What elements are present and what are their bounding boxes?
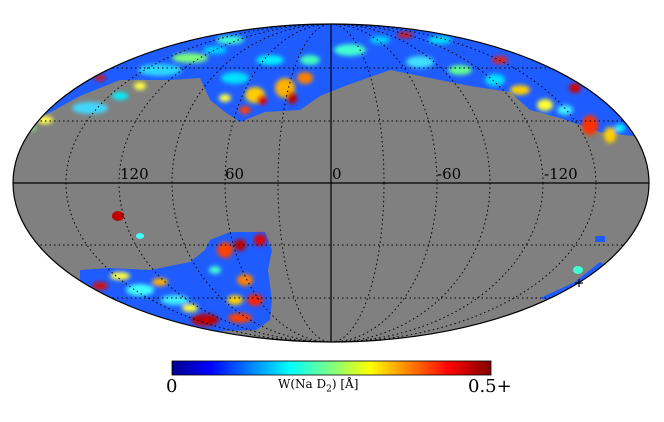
lon-label-0: 0 bbox=[332, 165, 342, 183]
colorbar-min-label: 0 bbox=[166, 376, 178, 397]
map-outline bbox=[12, 23, 650, 343]
lon-label-120: 120 bbox=[120, 165, 149, 183]
patch bbox=[112, 211, 124, 221]
axes bbox=[13, 24, 649, 342]
lon-label-neg60: -60 bbox=[437, 165, 461, 183]
lon-label-60: 60 bbox=[225, 165, 244, 183]
patch bbox=[595, 236, 605, 242]
marker-icon bbox=[575, 279, 583, 287]
north-region-texture bbox=[24, 32, 625, 143]
patch bbox=[573, 266, 583, 274]
colorbar-title: W(Na D2) [Å] bbox=[278, 377, 359, 395]
patch bbox=[136, 233, 144, 239]
colorbar bbox=[171, 360, 492, 376]
lon-label-neg120: -120 bbox=[544, 165, 578, 183]
south-region-texture bbox=[92, 234, 266, 326]
colorbar-max-label: 0.5+ bbox=[468, 376, 512, 397]
